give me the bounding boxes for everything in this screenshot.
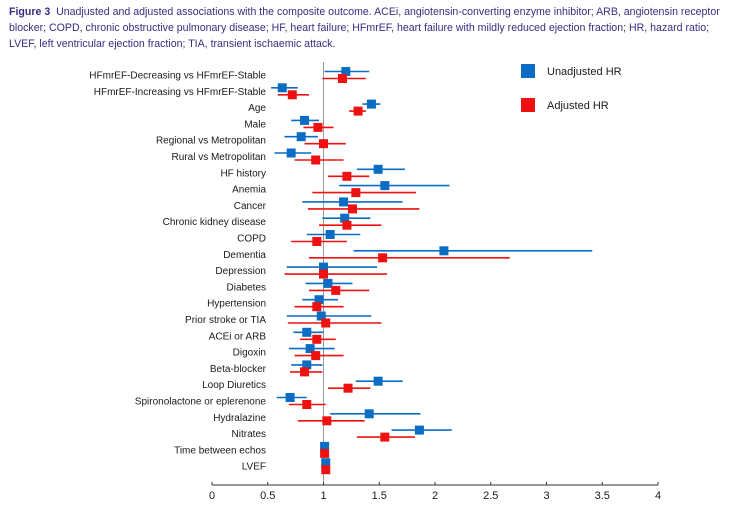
hr-point-adjusted (321, 465, 331, 475)
hr-point-adjusted (320, 448, 330, 458)
hr-point-unadjusted (366, 99, 376, 109)
hr-point-unadjusted (323, 278, 333, 288)
row-label: Chronic kidney disease (163, 217, 267, 228)
legend: Unadjusted HR Adjusted HR (521, 64, 622, 112)
row-label: COPD (237, 234, 266, 245)
row-label: Hydralazine (213, 413, 266, 424)
hr-point-adjusted (322, 416, 332, 426)
x-tick-label: 3.5 (595, 490, 610, 502)
row-label: HFmrEF-Decreasing vs HFmrEF-Stable (89, 71, 266, 82)
row-label: Rural vs Metropolitan (172, 152, 266, 163)
hr-point-adjusted (287, 90, 297, 100)
row-label: Age (248, 103, 266, 114)
hr-point-unadjusted (373, 164, 383, 174)
x-tick-label: 3 (543, 490, 549, 502)
row-label: Regional vs Metropolitan (156, 136, 266, 147)
row-label: Time between echos (174, 445, 266, 456)
row-label: Dementia (223, 250, 266, 261)
row-label: Male (244, 119, 266, 130)
legend-label-unadjusted: Unadjusted HR (547, 66, 622, 78)
hr-point-adjusted (337, 74, 347, 83)
hr-point-unadjusted (302, 327, 312, 337)
hr-point-adjusted (302, 400, 312, 409)
hr-point-unadjusted (439, 246, 449, 256)
row-label: LVEF (242, 462, 266, 473)
hr-point-adjusted (312, 302, 322, 312)
legend-label-adjusted: Adjusted HR (547, 100, 609, 112)
hr-point-unadjusted (285, 393, 295, 402)
hr-point-unadjusted (414, 425, 424, 435)
hr-point-unadjusted (314, 295, 324, 305)
row-label: Nitrates (232, 429, 266, 440)
hr-point-unadjusted (286, 148, 296, 158)
hr-point-unadjusted (325, 230, 335, 239)
row-label: Anemia (232, 185, 266, 196)
hr-point-unadjusted (339, 197, 349, 207)
row-label: HF history (220, 168, 266, 179)
hr-point-adjusted (380, 432, 390, 442)
hr-point-adjusted (313, 122, 323, 132)
hr-point-unadjusted (320, 441, 330, 451)
hr-point-unadjusted (302, 360, 312, 370)
hr-point-adjusted (342, 220, 352, 230)
hr-point-unadjusted (300, 115, 310, 125)
hr-point-adjusted (353, 106, 363, 116)
hr-point-adjusted (312, 334, 322, 344)
x-tick-label: 4 (655, 490, 661, 502)
caption-text: Unadjusted and adjusted associations wit… (9, 6, 720, 50)
x-tick-label: 2 (432, 490, 438, 502)
x-axis: 0 0.5 1 1.5 2 2.5 3 3.5 4 (209, 482, 661, 502)
x-tick-label: 1 (320, 490, 326, 502)
hr-point-adjusted (347, 204, 357, 214)
row-label: Diabetes (227, 282, 266, 293)
hr-point-unadjusted (321, 458, 331, 468)
figure-label: Figure 3 (9, 6, 51, 18)
legend-swatch-unadjusted (521, 64, 535, 78)
hr-point-adjusted (343, 383, 353, 393)
hr-point-adjusted (351, 188, 361, 198)
legend-swatch-adjusted (521, 98, 535, 112)
hr-point-adjusted (311, 351, 321, 361)
row-label: Cancer (234, 201, 267, 212)
row-label: Prior stroke or TIA (185, 315, 266, 326)
hr-point-unadjusted (319, 262, 328, 272)
hr-point-unadjusted (341, 67, 351, 76)
hr-point-adjusted (321, 318, 331, 328)
hr-point-unadjusted (364, 409, 374, 419)
x-tick-label: 0 (209, 490, 215, 502)
hr-point-unadjusted (296, 132, 306, 142)
figure-caption: Figure 3 Unadjusted and adjusted associa… (9, 4, 725, 52)
row-label: Digoxin (233, 348, 266, 359)
hr-point-unadjusted (373, 376, 383, 386)
row-label: ACEi or ARB (209, 331, 267, 342)
x-tick-label: 1.5 (372, 490, 387, 502)
row-label: Hypertension (207, 299, 266, 310)
hr-point-unadjusted (316, 311, 326, 321)
hr-point-unadjusted (380, 181, 390, 191)
row-label: Loop Diuretics (202, 380, 266, 391)
row-label: Spironolactone or eplerenone (135, 397, 267, 408)
data-marks (271, 67, 593, 475)
hr-point-adjusted (331, 285, 341, 295)
row-label: Depression (215, 266, 266, 277)
row-label: HFmrEF-Increasing vs HFmrEF-Stable (94, 87, 267, 98)
hr-point-adjusted (319, 139, 328, 149)
row-labels: HFmrEF-Decreasing vs HFmrEF-Stable HFmrEF… (89, 71, 266, 473)
x-tick-label: 0.5 (260, 490, 275, 502)
hr-point-adjusted (300, 367, 310, 377)
hr-point-adjusted (342, 171, 352, 181)
hr-point-unadjusted (340, 213, 350, 223)
hr-point-unadjusted (277, 83, 287, 93)
hr-point-adjusted (319, 269, 328, 279)
hr-point-unadjusted (305, 344, 315, 354)
row-label: Beta-blocker (210, 364, 267, 375)
x-tick-label: 2.5 (483, 490, 498, 502)
hr-point-adjusted (311, 155, 321, 165)
hr-point-adjusted (312, 237, 322, 246)
hr-point-adjusted (378, 253, 388, 263)
